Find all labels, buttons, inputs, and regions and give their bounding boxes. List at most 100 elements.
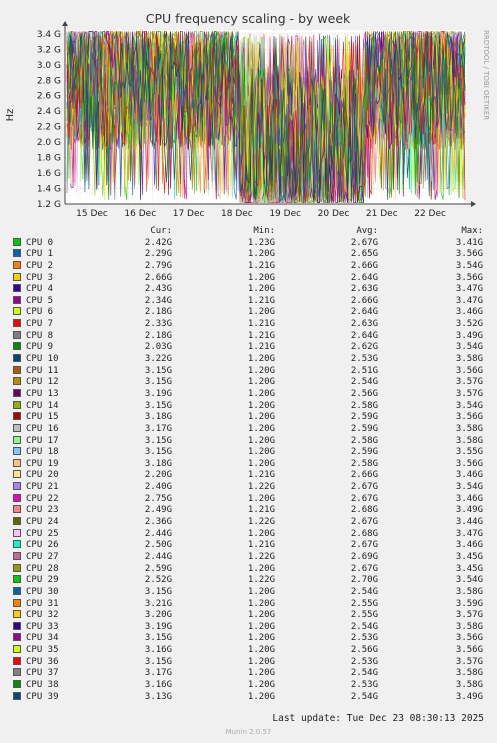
legend-avg: 2.67G (350, 563, 378, 574)
legend-min: 1.20G (247, 528, 275, 539)
legend-cur: 2.50G (144, 540, 172, 551)
legend-avg: 2.63G (350, 319, 378, 330)
legend-cur: 3.16G (144, 679, 172, 690)
legend-min: 1.22G (247, 575, 275, 586)
legend-name: CPU 9 (26, 342, 54, 353)
series-line-cpu-38 (66, 31, 466, 203)
legend-min: 1.20G (247, 621, 275, 632)
legend-name: CPU 15 (26, 412, 59, 423)
legend-color-swatch (13, 528, 21, 537)
legend-max: 3.58G (455, 423, 483, 434)
legend-row: CPU 6 2.18G 1.20G 2.64G 3.46G (0, 307, 497, 319)
legend-row: CPU 7 2.33G 1.21G 2.63G 3.52G (0, 319, 497, 331)
legend-avg: 2.54G (350, 586, 378, 597)
legend-min: 1.20G (247, 563, 275, 574)
legend-name: CPU 14 (26, 400, 59, 411)
axes (62, 21, 476, 207)
legend-row: CPU 16 3.17G 1.20G 2.59G 3.58G (0, 423, 497, 436)
legend-avg: 2.58G (350, 435, 378, 446)
legend-min: 1.20G (247, 679, 275, 690)
legend-cur: 3.13G (144, 691, 172, 702)
legend-avg: 2.64G (350, 307, 378, 318)
legend-max: 3.57G (455, 656, 483, 667)
legend-color-swatch (13, 610, 21, 619)
legend-max: 3.47G (455, 284, 483, 295)
legend-name: CPU 16 (26, 423, 59, 434)
legend-row: CPU 21 2.40G 1.22G 2.67G 3.54G (0, 482, 497, 494)
legend-row: CPU 39 3.13G 1.20G 2.54G 3.49G (0, 691, 497, 704)
legend-avg: 2.64G (350, 330, 378, 341)
legend-max: 3.46G (455, 493, 483, 504)
legend-row: CPU 8 2.18G 1.21G 2.64G 3.49G (0, 330, 497, 343)
legend-min: 1.21G (247, 295, 275, 306)
legend-avg: 2.67G (350, 493, 378, 504)
legend-cur: 3.15G (144, 365, 172, 376)
legend-row: CPU 4 2.43G 1.20G 2.63G 3.47G (0, 284, 497, 296)
legend-cur: 2.20G (144, 470, 172, 481)
last-update: Last update: Tue Dec 23 08:30:13 2025 (272, 713, 484, 724)
legend-max: 3.58G (455, 435, 483, 446)
legend-name: CPU 13 (26, 388, 59, 399)
legend-color-swatch (13, 435, 21, 444)
legend-row: CPU 29 2.52G 1.22G 2.70G 3.54G (0, 575, 497, 587)
legend-max: 3.58G (455, 679, 483, 690)
legend-row: CPU 19 3.18G 1.20G 2.58G 3.56G (0, 458, 497, 471)
legend-avg: 2.67G (350, 540, 378, 551)
legend-min: 1.20G (247, 610, 275, 621)
legend-cur: 3.15G (144, 377, 172, 388)
legend-cur: 3.16G (144, 645, 172, 656)
legend-name: CPU 39 (26, 691, 59, 702)
legend-cur: 3.15G (144, 447, 172, 458)
legend-name: CPU 28 (26, 563, 59, 574)
legend-name: CPU 19 (26, 458, 59, 469)
legend-avg: 2.66G (350, 470, 378, 481)
legend-color-swatch (13, 330, 21, 339)
legend-cur: 2.44G (144, 551, 172, 562)
x-tick-label: 22 Dec (414, 209, 446, 219)
legend-max: 3.46G (455, 307, 483, 318)
header-avg: Avg: (356, 226, 378, 236)
y-axis-arrow (62, 21, 68, 26)
y-tick-label: 2.6 G (37, 92, 61, 102)
legend-cur: 2.03G (144, 342, 172, 353)
legend-color-swatch (13, 377, 21, 386)
legend-row: CPU 10 3.22G 1.20G 2.53G 3.58G (0, 354, 497, 366)
legend-color-swatch (13, 621, 21, 630)
legend-avg: 2.58G (350, 458, 378, 469)
legend-min: 1.20G (247, 458, 275, 469)
legend-name: CPU 36 (26, 656, 59, 667)
legend-cur: 3.20G (144, 610, 172, 621)
legend-min: 1.20G (247, 656, 275, 667)
legend-max: 3.56G (455, 272, 483, 283)
legend-min: 1.20G (247, 633, 275, 644)
legend-row: CPU 38 3.16G 1.20G 2.53G 3.58G (0, 679, 497, 692)
legend-row: CPU 27 2.44G 1.22G 2.69G 3.45G (0, 551, 497, 564)
legend-cur: 3.15G (144, 633, 172, 644)
legend-max: 3.49G (455, 330, 483, 341)
legend-avg: 2.66G (350, 260, 378, 271)
legend-name: CPU 23 (26, 505, 59, 516)
y-tick-label: 1.6 G (37, 169, 61, 179)
legend-max: 3.56G (455, 458, 483, 469)
legend-avg: 2.53G (350, 354, 378, 365)
legend-color-swatch (13, 633, 21, 642)
legend-avg: 2.55G (350, 598, 378, 609)
legend-cur: 2.79G (144, 260, 172, 271)
legend-color-swatch (13, 284, 21, 293)
legend-cur: 3.19G (144, 621, 172, 632)
legend-max: 3.56G (455, 633, 483, 644)
legend-avg: 2.62G (350, 342, 378, 353)
legend-table: Cur: Min: Avg: Max: CPU 0 2.42G 1.23G 2.67G… (0, 226, 497, 703)
legend-row: CPU 31 3.21G 1.20G 2.55G 3.59G (0, 598, 497, 611)
legend-row: CPU 17 3.15G 1.20G 2.58G 3.58G (0, 435, 497, 448)
legend-avg: 2.53G (350, 656, 378, 667)
legend-min: 1.20G (247, 365, 275, 376)
legend-max: 3.56G (455, 645, 483, 656)
legend-row: CPU 5 2.34G 1.21G 2.66G 3.47G (0, 295, 497, 308)
legend-row: CPU 35 3.16G 1.20G 2.56G 3.56G (0, 645, 497, 657)
legend-max: 3.58G (455, 354, 483, 365)
legend-avg: 2.67G (350, 517, 378, 528)
legend-cur: 3.15G (144, 656, 172, 667)
legend-name: CPU 2 (26, 260, 54, 271)
legend-color-swatch (13, 598, 21, 607)
